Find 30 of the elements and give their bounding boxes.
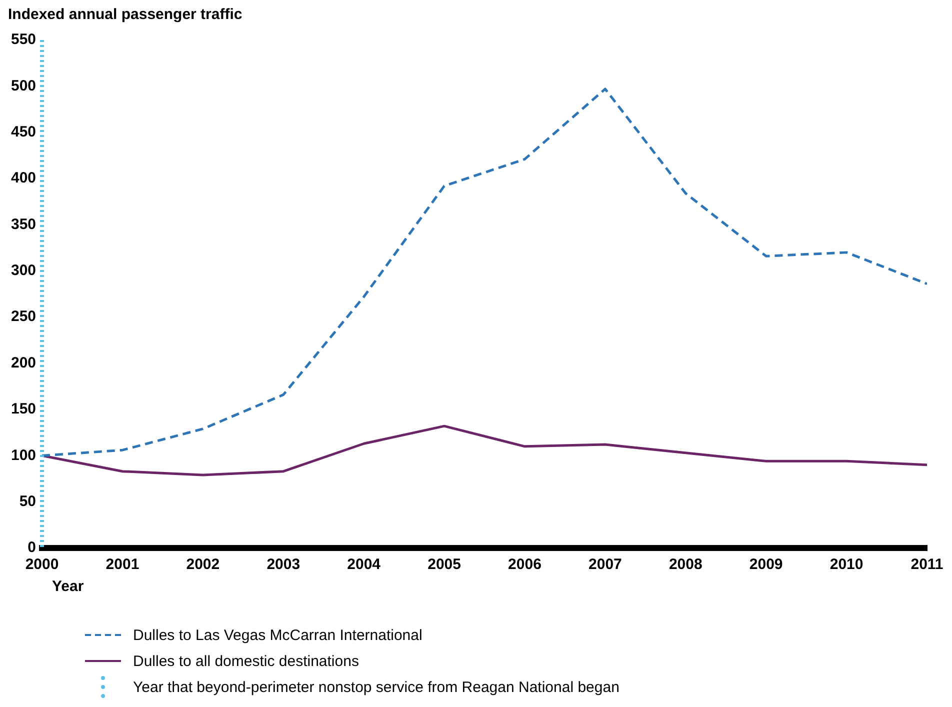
y-tick-label: 150 (10, 400, 36, 418)
x-tick-label: 2005 (428, 556, 461, 574)
line-series (42, 88, 927, 457)
x-tick-label: 2000 (25, 556, 59, 574)
x-tick-label: 2011 (910, 556, 944, 574)
y-tick-label: 100 (10, 446, 36, 464)
y-tick-label: 350 (10, 216, 36, 233)
x-axis-title: Year (52, 578, 84, 595)
y-tick-label: 400 (10, 170, 36, 187)
legend-label: Dulles to all domestic destinations (133, 652, 359, 670)
y-tick-label: 500 (10, 77, 36, 94)
y-tick-label: 300 (10, 262, 36, 280)
y-tick-label: 250 (10, 308, 36, 326)
x-tick-label: 2007 (588, 556, 622, 574)
y-axis-title: Indexed annual passenger traffic (8, 6, 242, 23)
x-tick-label: 2006 (508, 556, 542, 574)
x-tick-label: 2003 (266, 556, 300, 574)
y-tick-label: 550 (10, 31, 36, 48)
x-tick-label: 2010 (830, 556, 864, 574)
x-tick-label: 2009 (749, 556, 783, 574)
y-tick-label: 200 (10, 354, 36, 372)
legend-label: Year that beyond-perimeter nonstop service from Reagan National began (133, 678, 620, 696)
x-tick-label: 2008 (668, 556, 702, 574)
x-tick-label: 2002 (186, 556, 220, 574)
y-tick-label: 50 (19, 492, 36, 510)
y-tick-label: 0 (28, 539, 36, 556)
x-tick-label: 2004 (347, 556, 382, 574)
legend-label: Dulles to Las Vegas McCarran International (133, 626, 422, 644)
y-tick-label: 450 (10, 124, 36, 141)
x-tick-label: 2001 (106, 556, 140, 574)
